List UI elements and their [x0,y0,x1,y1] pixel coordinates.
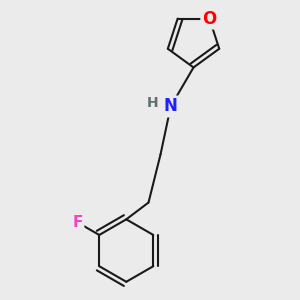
Text: O: O [202,10,217,28]
Text: N: N [164,98,178,116]
Text: F: F [72,215,82,230]
Text: H: H [147,97,158,110]
